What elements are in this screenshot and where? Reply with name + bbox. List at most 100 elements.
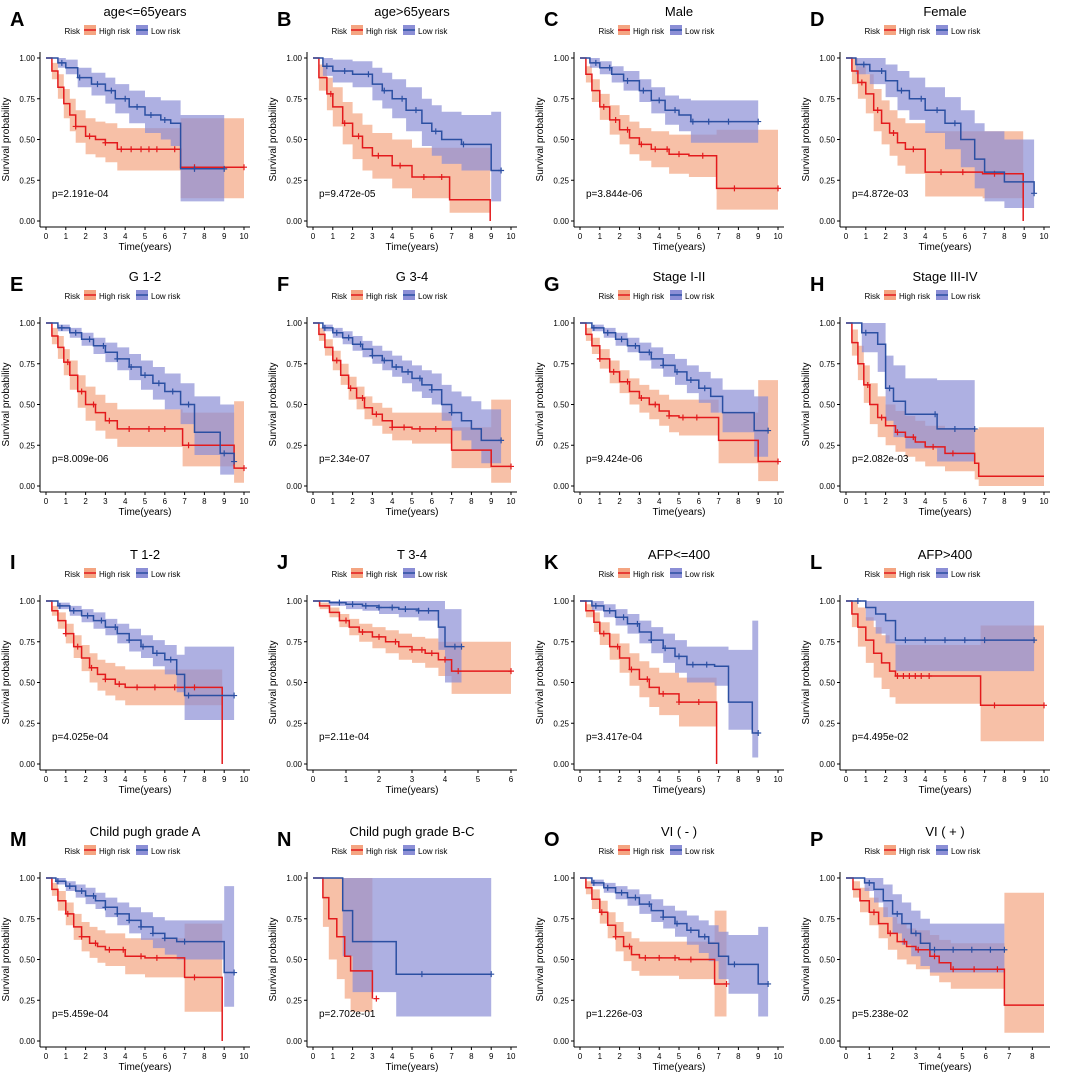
x-tick-label: 7	[982, 775, 987, 784]
low-risk-censor-mark	[153, 650, 160, 657]
high-risk-censor-mark	[906, 672, 913, 679]
x-tick-label: 2	[350, 497, 355, 506]
low-risk-censor-mark	[701, 385, 708, 392]
x-tick-label: 8	[1002, 497, 1007, 506]
high-risk-censor-mark	[612, 116, 619, 123]
low-risk-censor-mark	[140, 643, 147, 650]
panel-h: H Stage III-IV Risk High risk Low risk 0.00 0.…	[801, 269, 1050, 518]
x-tick-label: 2	[617, 497, 622, 506]
y-axis-title: Survival probability	[1, 918, 12, 1002]
low-risk-censor-mark	[660, 362, 667, 369]
low-risk-censor-mark	[632, 894, 639, 901]
x-tick-label: 1	[344, 775, 349, 784]
high-risk-censor-mark	[600, 630, 607, 637]
y-tick-label: 0.00	[819, 217, 835, 226]
legend-title: Risk	[864, 570, 881, 579]
panel-letter: O	[544, 829, 560, 851]
low-risk-censor-mark	[950, 946, 957, 953]
legend: Risk High risk Low risk	[64, 290, 181, 301]
high-risk-censor-mark	[376, 633, 382, 640]
high-risk-censor-mark	[347, 385, 354, 392]
legend-title: Risk	[64, 292, 81, 301]
low-risk-ci-band	[46, 878, 235, 1007]
panel-letter: E	[10, 274, 23, 296]
low-risk-censor-mark	[590, 324, 597, 331]
low-risk-censor-mark	[365, 71, 372, 78]
low-risk-ci-band	[313, 323, 502, 464]
x-tick-label: 8	[202, 497, 207, 506]
x-axis-title: Time(years)	[386, 785, 439, 796]
low-risk-censor-mark	[102, 904, 109, 911]
y-tick-label: 0.00	[286, 760, 302, 769]
legend-title: Risk	[331, 292, 348, 301]
y-tick-label: 1.00	[819, 597, 835, 606]
x-tick-label: 6	[963, 775, 968, 784]
low-risk-censor-mark	[590, 879, 597, 886]
x-tick-label: 9	[1022, 232, 1027, 241]
panel-j: J T 3-4 Risk High risk Low risk 0.00 0.25 0.50 0…	[268, 547, 517, 796]
x-tick-label: 5	[677, 1052, 682, 1061]
high-risk-ci-band	[580, 58, 778, 210]
low-risk-censor-mark	[755, 730, 762, 737]
low-risk-curve	[846, 322, 975, 430]
y-tick-label: 0.25	[819, 441, 835, 450]
low-risk-censor-mark	[345, 334, 352, 341]
x-tick-label: 0	[44, 497, 49, 506]
low-risk-censor-mark	[451, 643, 458, 650]
low-risk-censor-mark	[191, 165, 198, 172]
x-tick-label: 4	[123, 232, 128, 241]
x-tick-label: 3	[103, 775, 108, 784]
x-tick-label: 10	[240, 775, 249, 784]
high-risk-ci-band	[580, 878, 727, 1017]
panel-title: AFP<=400	[648, 547, 710, 562]
high-risk-censor-mark	[455, 668, 462, 675]
high-risk-censor-mark	[687, 956, 694, 963]
high-risk-censor-mark	[638, 141, 645, 148]
low-risk-censor-mark	[98, 617, 105, 624]
low-risk-censor-mark	[167, 656, 174, 663]
high-risk-censor-mark	[900, 672, 907, 679]
x-tick-label: 6	[697, 775, 702, 784]
legend: Risk High risk Low risk	[598, 568, 715, 579]
legend-low-label: Low risk	[685, 27, 715, 36]
x-tick-label: 6	[430, 1052, 435, 1061]
low-risk-curve	[580, 600, 759, 734]
x-tick-label: 10	[240, 497, 249, 506]
y-tick-label: 1.00	[19, 874, 35, 883]
low-risk-censor-mark	[902, 637, 909, 644]
high-risk-censor-mark	[359, 628, 366, 635]
legend: Risk High risk Low risk	[64, 25, 181, 36]
legend-title: Risk	[598, 570, 615, 579]
panel-title: Female	[923, 4, 966, 19]
legend-low-label: Low risk	[418, 847, 448, 856]
low-risk-censor-mark	[114, 355, 121, 362]
high-risk-censor-mark	[438, 173, 445, 180]
x-tick-label: 6	[963, 232, 968, 241]
x-axis-title: Time(years)	[919, 242, 972, 253]
high-risk-censor-mark	[775, 458, 781, 465]
y-tick-label: 0.75	[19, 915, 35, 924]
legend-low-label: Low risk	[685, 847, 715, 856]
y-tick-label: 0.50	[19, 679, 35, 688]
high-risk-censor-mark	[693, 414, 700, 421]
high-risk-censor-mark	[373, 995, 380, 1002]
x-tick-label: 5	[410, 497, 415, 506]
high-risk-ci-band	[313, 323, 511, 483]
x-tick-label: 10	[507, 1052, 516, 1061]
low-risk-censor-mark	[185, 692, 192, 699]
legend-low-label: Low risk	[951, 570, 981, 579]
legend-high-label: High risk	[99, 27, 131, 36]
y-tick-label: 1.00	[19, 597, 35, 606]
panel-letter: K	[544, 552, 559, 574]
low-risk-censor-mark	[689, 118, 696, 125]
x-tick-label: 9	[1022, 497, 1027, 506]
y-tick-label: 0.25	[286, 996, 302, 1005]
x-tick-label: 0	[844, 775, 849, 784]
low-risk-ci-band	[313, 878, 492, 1017]
high-risk-censor-mark	[664, 146, 671, 153]
panel-title: Child pugh grade B-C	[349, 824, 474, 839]
high-risk-censor-mark	[890, 129, 897, 136]
low-risk-censor-mark	[128, 364, 135, 371]
x-tick-label: 10	[240, 1052, 249, 1061]
